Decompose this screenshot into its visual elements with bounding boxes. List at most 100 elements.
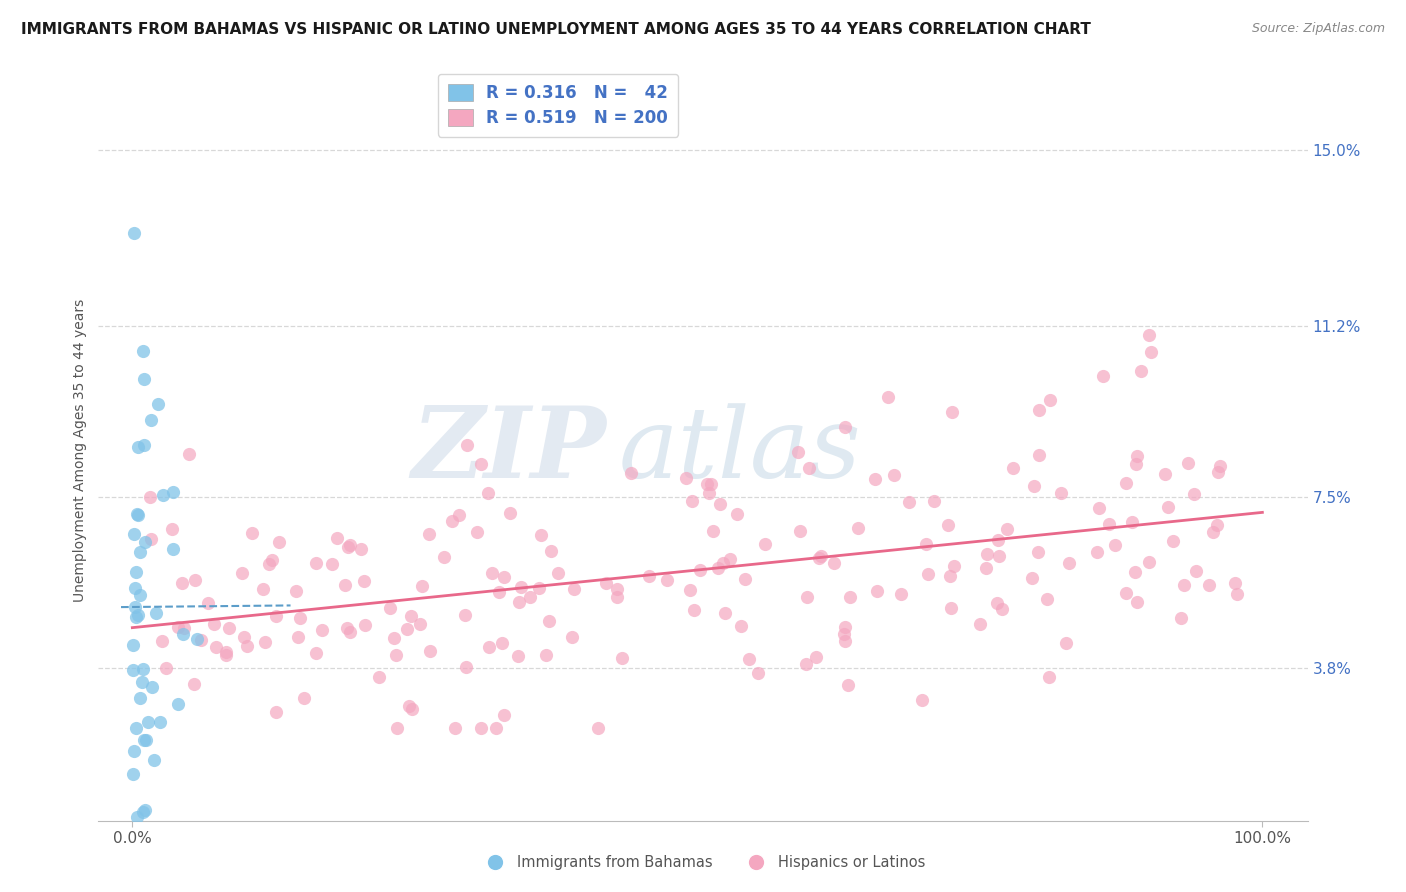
Point xyxy=(538,614,561,628)
Point xyxy=(122,663,145,677)
Point xyxy=(124,600,146,615)
Point xyxy=(1123,565,1146,579)
Point xyxy=(702,524,724,539)
Point xyxy=(231,566,253,580)
Point xyxy=(1156,500,1178,514)
Point xyxy=(419,644,441,658)
Point xyxy=(170,575,193,590)
Point xyxy=(125,810,148,824)
Point xyxy=(1021,571,1043,585)
Point xyxy=(834,420,856,434)
Point xyxy=(738,651,761,665)
Point xyxy=(127,440,149,454)
Point xyxy=(129,545,152,559)
Point xyxy=(917,566,939,581)
Point xyxy=(709,497,731,511)
Point xyxy=(499,507,522,521)
Point xyxy=(384,631,406,645)
Point xyxy=(336,622,359,636)
Point xyxy=(700,476,723,491)
Point xyxy=(987,533,1010,547)
Point xyxy=(325,531,347,545)
Point xyxy=(837,678,859,692)
Point xyxy=(204,640,226,654)
Point xyxy=(134,803,156,817)
Point xyxy=(166,697,188,711)
Point xyxy=(1088,501,1111,516)
Point xyxy=(190,633,212,648)
Point xyxy=(240,525,263,540)
Point xyxy=(1139,327,1161,342)
Point xyxy=(395,623,418,637)
Point xyxy=(1026,545,1049,559)
Point xyxy=(1115,586,1137,600)
Point xyxy=(675,470,697,484)
Point xyxy=(941,405,963,419)
Point xyxy=(754,536,776,550)
Point xyxy=(1170,611,1192,625)
Point xyxy=(1028,448,1050,462)
Point xyxy=(547,566,569,581)
Point xyxy=(897,495,920,509)
Point xyxy=(305,646,328,660)
Point xyxy=(353,574,375,589)
Point xyxy=(1225,576,1247,591)
Point xyxy=(1022,479,1045,493)
Point xyxy=(232,630,254,644)
Point xyxy=(1050,486,1073,500)
Point xyxy=(470,721,492,735)
Point xyxy=(491,635,513,649)
Point xyxy=(134,534,156,549)
Point xyxy=(252,582,274,596)
Point xyxy=(385,721,408,735)
Point xyxy=(492,708,515,723)
Point xyxy=(595,576,617,591)
Point xyxy=(132,438,155,452)
Point xyxy=(536,648,558,662)
Point xyxy=(235,639,257,653)
Point xyxy=(288,611,311,625)
Point xyxy=(266,609,288,624)
Point xyxy=(1173,578,1195,592)
Point xyxy=(135,733,157,747)
Point xyxy=(586,721,609,735)
Point xyxy=(1225,587,1247,601)
Point xyxy=(807,551,830,566)
Point xyxy=(1206,517,1229,532)
Point xyxy=(730,619,752,633)
Point xyxy=(1054,636,1077,650)
Point xyxy=(1161,534,1184,549)
Point xyxy=(339,538,361,552)
Point xyxy=(127,608,149,623)
Point xyxy=(477,486,499,500)
Point xyxy=(1153,467,1175,482)
Point xyxy=(132,805,155,820)
Point xyxy=(177,447,200,461)
Point xyxy=(713,607,735,621)
Point xyxy=(385,648,408,662)
Point xyxy=(939,600,962,615)
Point xyxy=(264,705,287,719)
Point xyxy=(562,582,585,596)
Point xyxy=(922,494,945,508)
Point xyxy=(974,560,997,574)
Point xyxy=(122,638,145,652)
Point xyxy=(1126,595,1149,609)
Point xyxy=(139,413,162,427)
Point xyxy=(418,526,440,541)
Point xyxy=(125,721,148,735)
Point xyxy=(561,630,583,644)
Point xyxy=(122,744,145,758)
Point xyxy=(214,644,236,658)
Point xyxy=(1139,344,1161,359)
Point xyxy=(122,226,145,240)
Text: Source: ZipAtlas.com: Source: ZipAtlas.com xyxy=(1251,22,1385,36)
Point xyxy=(991,601,1014,615)
Point xyxy=(734,572,756,586)
Point xyxy=(284,583,307,598)
Point xyxy=(141,681,163,695)
Point xyxy=(136,714,159,729)
Point xyxy=(456,660,478,674)
Point xyxy=(799,461,821,475)
Y-axis label: Unemployment Among Ages 35 to 44 years: Unemployment Among Ages 35 to 44 years xyxy=(73,299,87,602)
